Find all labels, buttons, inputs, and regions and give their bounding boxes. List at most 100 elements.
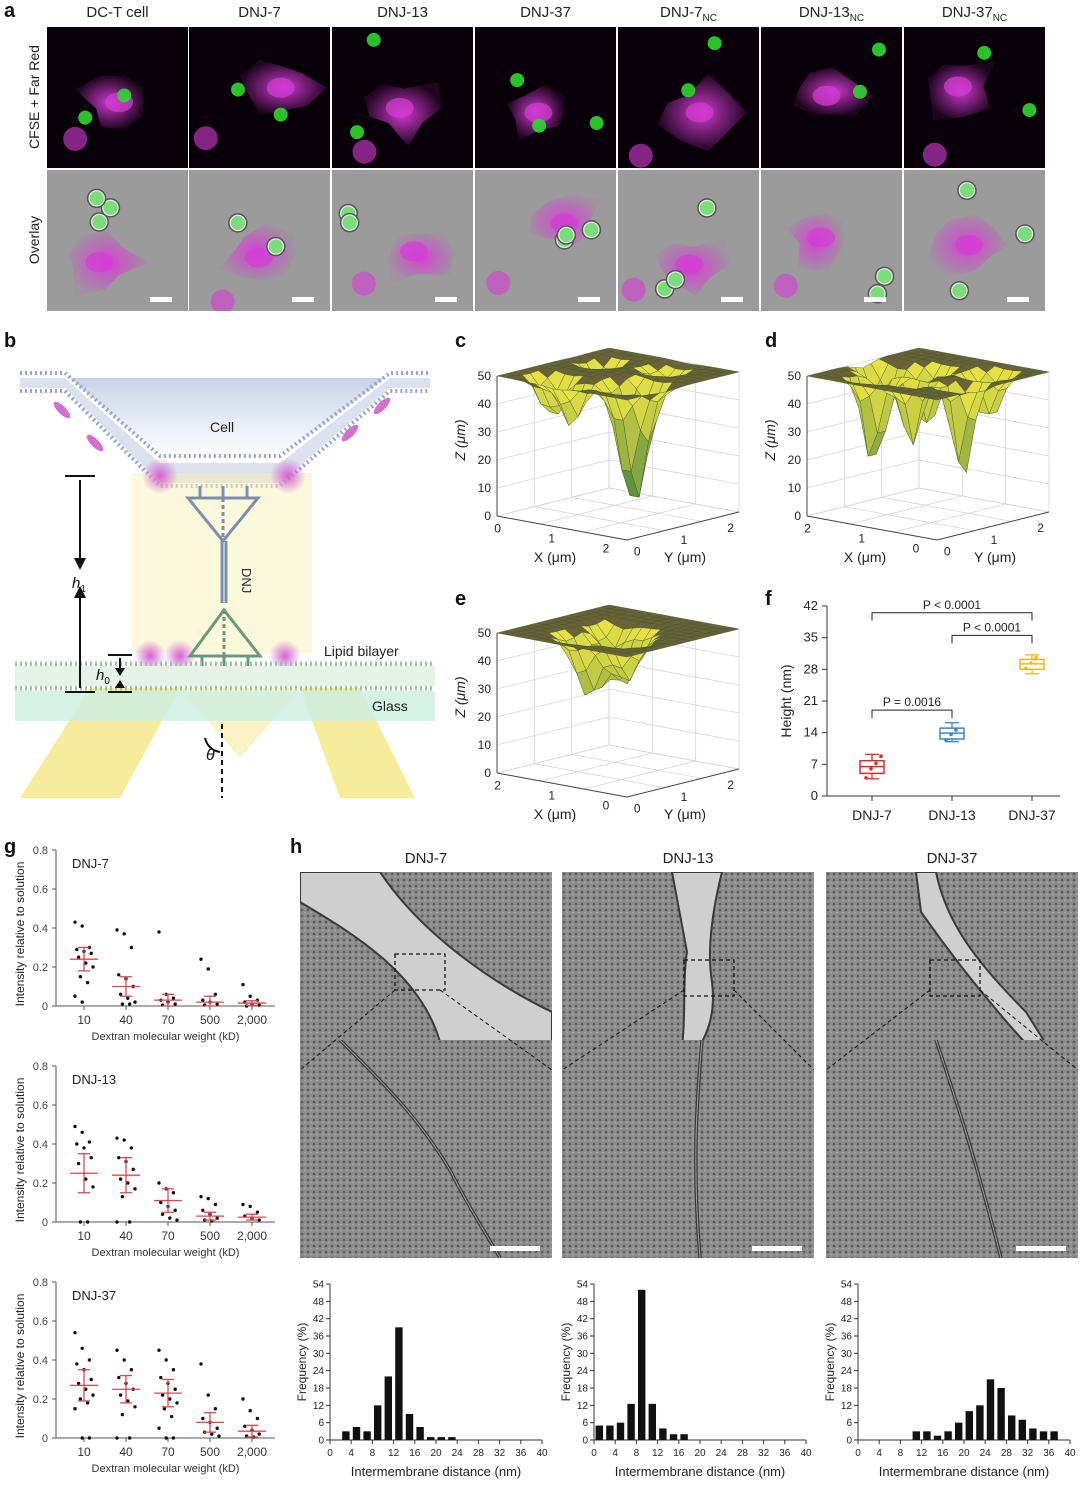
y-axis-label: Intensity relative to solution — [13, 862, 27, 1007]
data-point — [168, 1397, 172, 1401]
y-axis-label: Y (μm) — [664, 806, 706, 822]
overlay-image — [47, 170, 188, 311]
grid-line — [534, 506, 665, 532]
membrane-gap — [339, 1040, 501, 1258]
box-point — [949, 732, 953, 737]
data-point — [75, 1362, 79, 1366]
histogram-bar — [606, 1425, 614, 1440]
membrane-protein — [86, 434, 104, 452]
x-tick-label: DNJ-37 — [1008, 807, 1056, 823]
x-tick-label: 12 — [652, 1448, 664, 1459]
fluorescence-image — [47, 27, 188, 168]
data-point — [213, 1407, 218, 1411]
data-point — [131, 1167, 135, 1172]
x-tick-label: 4 — [348, 1448, 354, 1459]
column-header-text: DNJ-7 — [238, 4, 281, 21]
x-tick-label: 32 — [494, 1448, 506, 1459]
x-tick-label: 16 — [409, 1448, 421, 1459]
data-point — [199, 957, 203, 961]
y-tick-label: 0 — [634, 801, 641, 815]
data-point — [215, 1426, 219, 1430]
data-point — [127, 1436, 132, 1440]
x-axis-label: Dextran molecular weight (kD) — [92, 1247, 240, 1259]
surface-facet — [617, 396, 636, 401]
data-point — [241, 1202, 245, 1207]
x-tick-label: DNJ-7 — [852, 807, 892, 823]
data-point — [133, 1000, 137, 1004]
micrograph-drawing — [922, 45, 1037, 167]
x-tick-label: 2,000 — [237, 1013, 267, 1027]
significance-label: P = 0.0016 — [883, 695, 941, 709]
x-tick-label: 1 — [858, 531, 865, 545]
column-header: DNJ-13 — [332, 4, 473, 21]
x-tick-label: 500 — [200, 1445, 220, 1459]
zoom-connector — [979, 989, 1079, 1071]
data-point — [127, 1002, 132, 1006]
x-tick-label: 16 — [937, 1448, 949, 1459]
x-tick-label: 40 — [119, 1013, 133, 1027]
x-axis-label: X (μm) — [534, 549, 576, 565]
data-point — [171, 1191, 176, 1195]
grid-line — [806, 487, 920, 517]
x-tick-label: DNJ-13 — [928, 807, 976, 823]
x-tick-label: 32 — [758, 1448, 770, 1459]
em-texture — [562, 1040, 814, 1258]
data-point — [80, 1346, 84, 1350]
scale-bar — [1007, 297, 1029, 302]
y-tick-label: 30 — [577, 1349, 589, 1360]
x-tick-label: 10 — [77, 1013, 91, 1027]
histogram-bar — [659, 1428, 667, 1440]
scale-bar — [578, 297, 600, 302]
zoom-region-box — [929, 959, 981, 997]
grid-line — [496, 459, 740, 489]
x-axis-label: Dextran molecular weight (kD) — [92, 1031, 240, 1043]
t-cell — [117, 88, 132, 103]
surface-axes — [806, 376, 1050, 541]
data-point — [129, 945, 134, 950]
glass-slab — [15, 691, 435, 721]
zoom-connector — [439, 989, 553, 1071]
t-cell — [78, 110, 93, 125]
z-tick-label: 40 — [788, 397, 802, 411]
y-tick-label: 2 — [727, 778, 734, 792]
dendritic-cell — [486, 271, 511, 296]
y-tick-label: 0.2 — [33, 1178, 48, 1190]
intercellular-gap — [914, 872, 1058, 1060]
t-cell — [89, 191, 104, 206]
t-cell — [350, 125, 365, 140]
cell-nucleus — [266, 77, 295, 98]
t-cell — [877, 269, 892, 284]
scale-bar — [721, 297, 743, 302]
data-point — [157, 1181, 161, 1185]
y-axis-label: Frequency (%) — [823, 1323, 837, 1402]
histogram-bar — [997, 1388, 1005, 1440]
membrane-protein — [373, 397, 391, 415]
column-header-text: DNJ-37 — [941, 4, 993, 21]
x-tick-label: 24 — [716, 1448, 728, 1459]
t-cell — [342, 215, 357, 230]
lipid-bilayer-core — [15, 666, 435, 686]
scale-bar — [490, 1246, 540, 1251]
y-tick-label: 0 — [634, 544, 641, 558]
cell-membrane-outer — [20, 371, 430, 458]
y-tick-label: 54 — [313, 1280, 325, 1291]
row-label: Overlay — [26, 215, 42, 264]
x-tick-label: 16 — [673, 1448, 685, 1459]
grid-line — [918, 487, 1050, 513]
histogram-bar — [923, 1431, 931, 1440]
histogram-bar — [1039, 1431, 1048, 1440]
y-tick-label: 18 — [313, 1384, 325, 1395]
x-tick-label: 36 — [779, 1448, 791, 1459]
data-point — [199, 1362, 203, 1366]
box-point — [1024, 666, 1028, 671]
y-tick-label: 18 — [841, 1384, 853, 1395]
micrograph-drawing — [486, 194, 602, 296]
t-cell — [584, 222, 599, 237]
t-cell — [366, 32, 381, 47]
box-point — [1029, 661, 1033, 665]
dendritic-cell — [922, 142, 947, 167]
cell-nucleus — [807, 227, 836, 248]
x-tick-label: 28 — [737, 1448, 749, 1459]
y-tick-label: 0 — [318, 1436, 324, 1447]
em-texture — [826, 1040, 1078, 1258]
